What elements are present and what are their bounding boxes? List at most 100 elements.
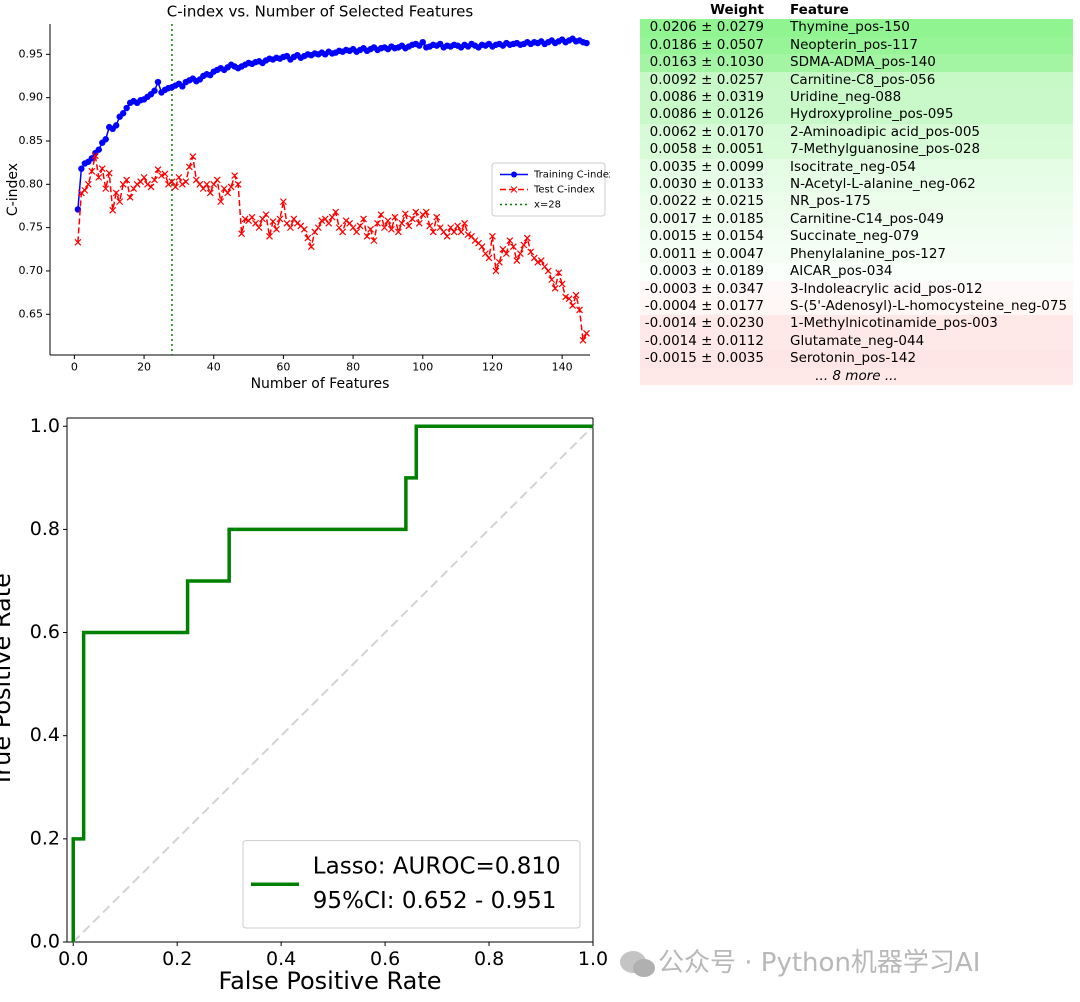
weight-cell: -0.0015 ± 0.0035	[644, 350, 764, 367]
feature-cell: Phenylalanine_pos-127	[790, 245, 947, 262]
point	[112, 122, 120, 129]
x-tick-label: 80	[346, 361, 360, 374]
table-row: -0.0014 ± 0.0230 1-Methylnicotinamide_pos…	[640, 315, 1073, 333]
point	[262, 211, 270, 219]
point	[266, 232, 273, 240]
point	[102, 185, 110, 193]
point	[140, 173, 148, 181]
point	[349, 224, 357, 232]
x-tick-label: 100	[412, 361, 433, 374]
point	[154, 166, 162, 173]
table-row: 0.0035 ± 0.0099 Isocitrate_neg-054	[640, 158, 1073, 177]
point	[565, 295, 573, 303]
point	[175, 173, 183, 181]
weight-cell: -0.0003 ± 0.0347	[644, 280, 764, 297]
point	[102, 136, 109, 143]
table-header: Weight Feature	[640, 2, 1073, 20]
table-row: -0.0015 ± 0.0035 Serotonin_pos-142	[640, 350, 1073, 368]
x-tick-label: 60	[276, 361, 290, 374]
point	[182, 178, 190, 186]
table-row: 0.0086 ± 0.0319 Uridine_neg-088	[640, 89, 1073, 107]
point	[482, 250, 489, 258]
table-row: 0.0017 ± 0.0185 Carnitine-C14_pos-049	[640, 210, 1073, 229]
y-tick-label: 0.70	[19, 264, 44, 277]
y-tick-label: 0.90	[19, 91, 44, 104]
point	[224, 189, 232, 197]
table-row: 0.0186 ± 0.0507 Neopterin_pos-117	[640, 36, 1073, 55]
y-tick-label: 0.4	[30, 724, 60, 746]
series-line	[71, 424, 593, 942]
point	[353, 228, 361, 236]
weight-cell: 0.0086 ± 0.0126	[649, 106, 764, 123]
watermark: 公众号 · Python机器学习AI	[618, 942, 980, 980]
point	[151, 87, 158, 94]
table-row: 0.0206 ± 0.0279 Thymine_pos-150	[640, 19, 1073, 37]
feature-cell: SDMA-ADMA_pos-140	[790, 54, 936, 71]
point	[356, 222, 364, 230]
point	[454, 222, 462, 230]
point	[279, 198, 287, 206]
point	[144, 180, 151, 188]
point	[558, 280, 566, 288]
table-body: 0.0206 ± 0.0279 Thymine_pos-150 0.0186 ± 0…	[640, 19, 1073, 385]
feature-cell: Uridine_neg-088	[790, 89, 902, 106]
point	[217, 198, 225, 206]
table-row: 0.0015 ± 0.0154 Succinate_neg-079	[640, 228, 1073, 246]
point	[548, 276, 556, 284]
point	[464, 231, 472, 238]
point	[436, 224, 444, 232]
feature-cell: Isocitrate_neg-054	[790, 158, 916, 175]
point	[95, 173, 103, 181]
point	[78, 165, 85, 172]
point	[273, 225, 280, 233]
weight-cell: 0.0015 ± 0.0154	[649, 228, 764, 245]
point	[457, 228, 465, 236]
point	[381, 224, 388, 232]
feature-cell: Carnitine-C14_pos-049	[790, 210, 944, 227]
legend-label: Training C-index	[533, 170, 610, 181]
weight-cell: 0.0022 ± 0.0215	[649, 193, 764, 210]
point	[551, 284, 559, 292]
x-tick-label: 0.8	[474, 948, 504, 970]
legend-marker	[511, 171, 517, 178]
y-tick-label: 0.85	[19, 134, 44, 147]
y-tick-label: 0.6	[30, 621, 60, 643]
feature-cell: 7-Methylguanosine_pos-028	[790, 141, 981, 158]
legend: Lasso: AUROC=0.810 95%CI: 0.652 - 0.951	[242, 840, 581, 929]
point	[112, 189, 120, 197]
point	[412, 208, 420, 216]
point	[105, 169, 113, 177]
table-row: 0.0011 ± 0.0047 Phenylalanine_pos-127	[640, 245, 1073, 264]
y-tick-label: 0.0	[30, 931, 60, 953]
reference-line	[72, 425, 594, 943]
y-tick-label: 0.65	[19, 307, 44, 320]
point	[116, 198, 124, 206]
point	[583, 329, 590, 337]
point	[206, 189, 214, 197]
point	[151, 176, 158, 184]
weight-cell: 0.0163 ± 0.1030	[649, 54, 764, 71]
point	[401, 210, 409, 218]
point	[255, 224, 263, 232]
point	[405, 222, 413, 230]
point	[485, 254, 493, 262]
point	[81, 186, 89, 194]
point	[168, 178, 176, 186]
point	[123, 104, 130, 112]
point	[443, 232, 451, 240]
chart-0: 0 20 40 60 80 100 120 140 0.65 0.70 0.75 0.80 0.85 0.…	[5, 3, 610, 393]
point	[241, 215, 249, 223]
point	[283, 219, 291, 227]
feature-cell: Carnitine-C8_pos-056	[790, 71, 936, 88]
point	[513, 257, 521, 264]
column-header: Feature	[786, 2, 1073, 20]
y-tick-label: 0.2	[30, 827, 60, 849]
feature-cell: 3-Indoleacrylic acid_pos-012	[790, 280, 983, 297]
point	[450, 228, 458, 236]
point	[88, 167, 96, 175]
x-tick-label: 0.2	[162, 948, 192, 970]
y-tick-label: 0.80	[19, 177, 44, 190]
point	[461, 219, 469, 227]
point	[408, 215, 416, 223]
weight-cell: -0.0004 ± 0.0177	[644, 297, 764, 314]
